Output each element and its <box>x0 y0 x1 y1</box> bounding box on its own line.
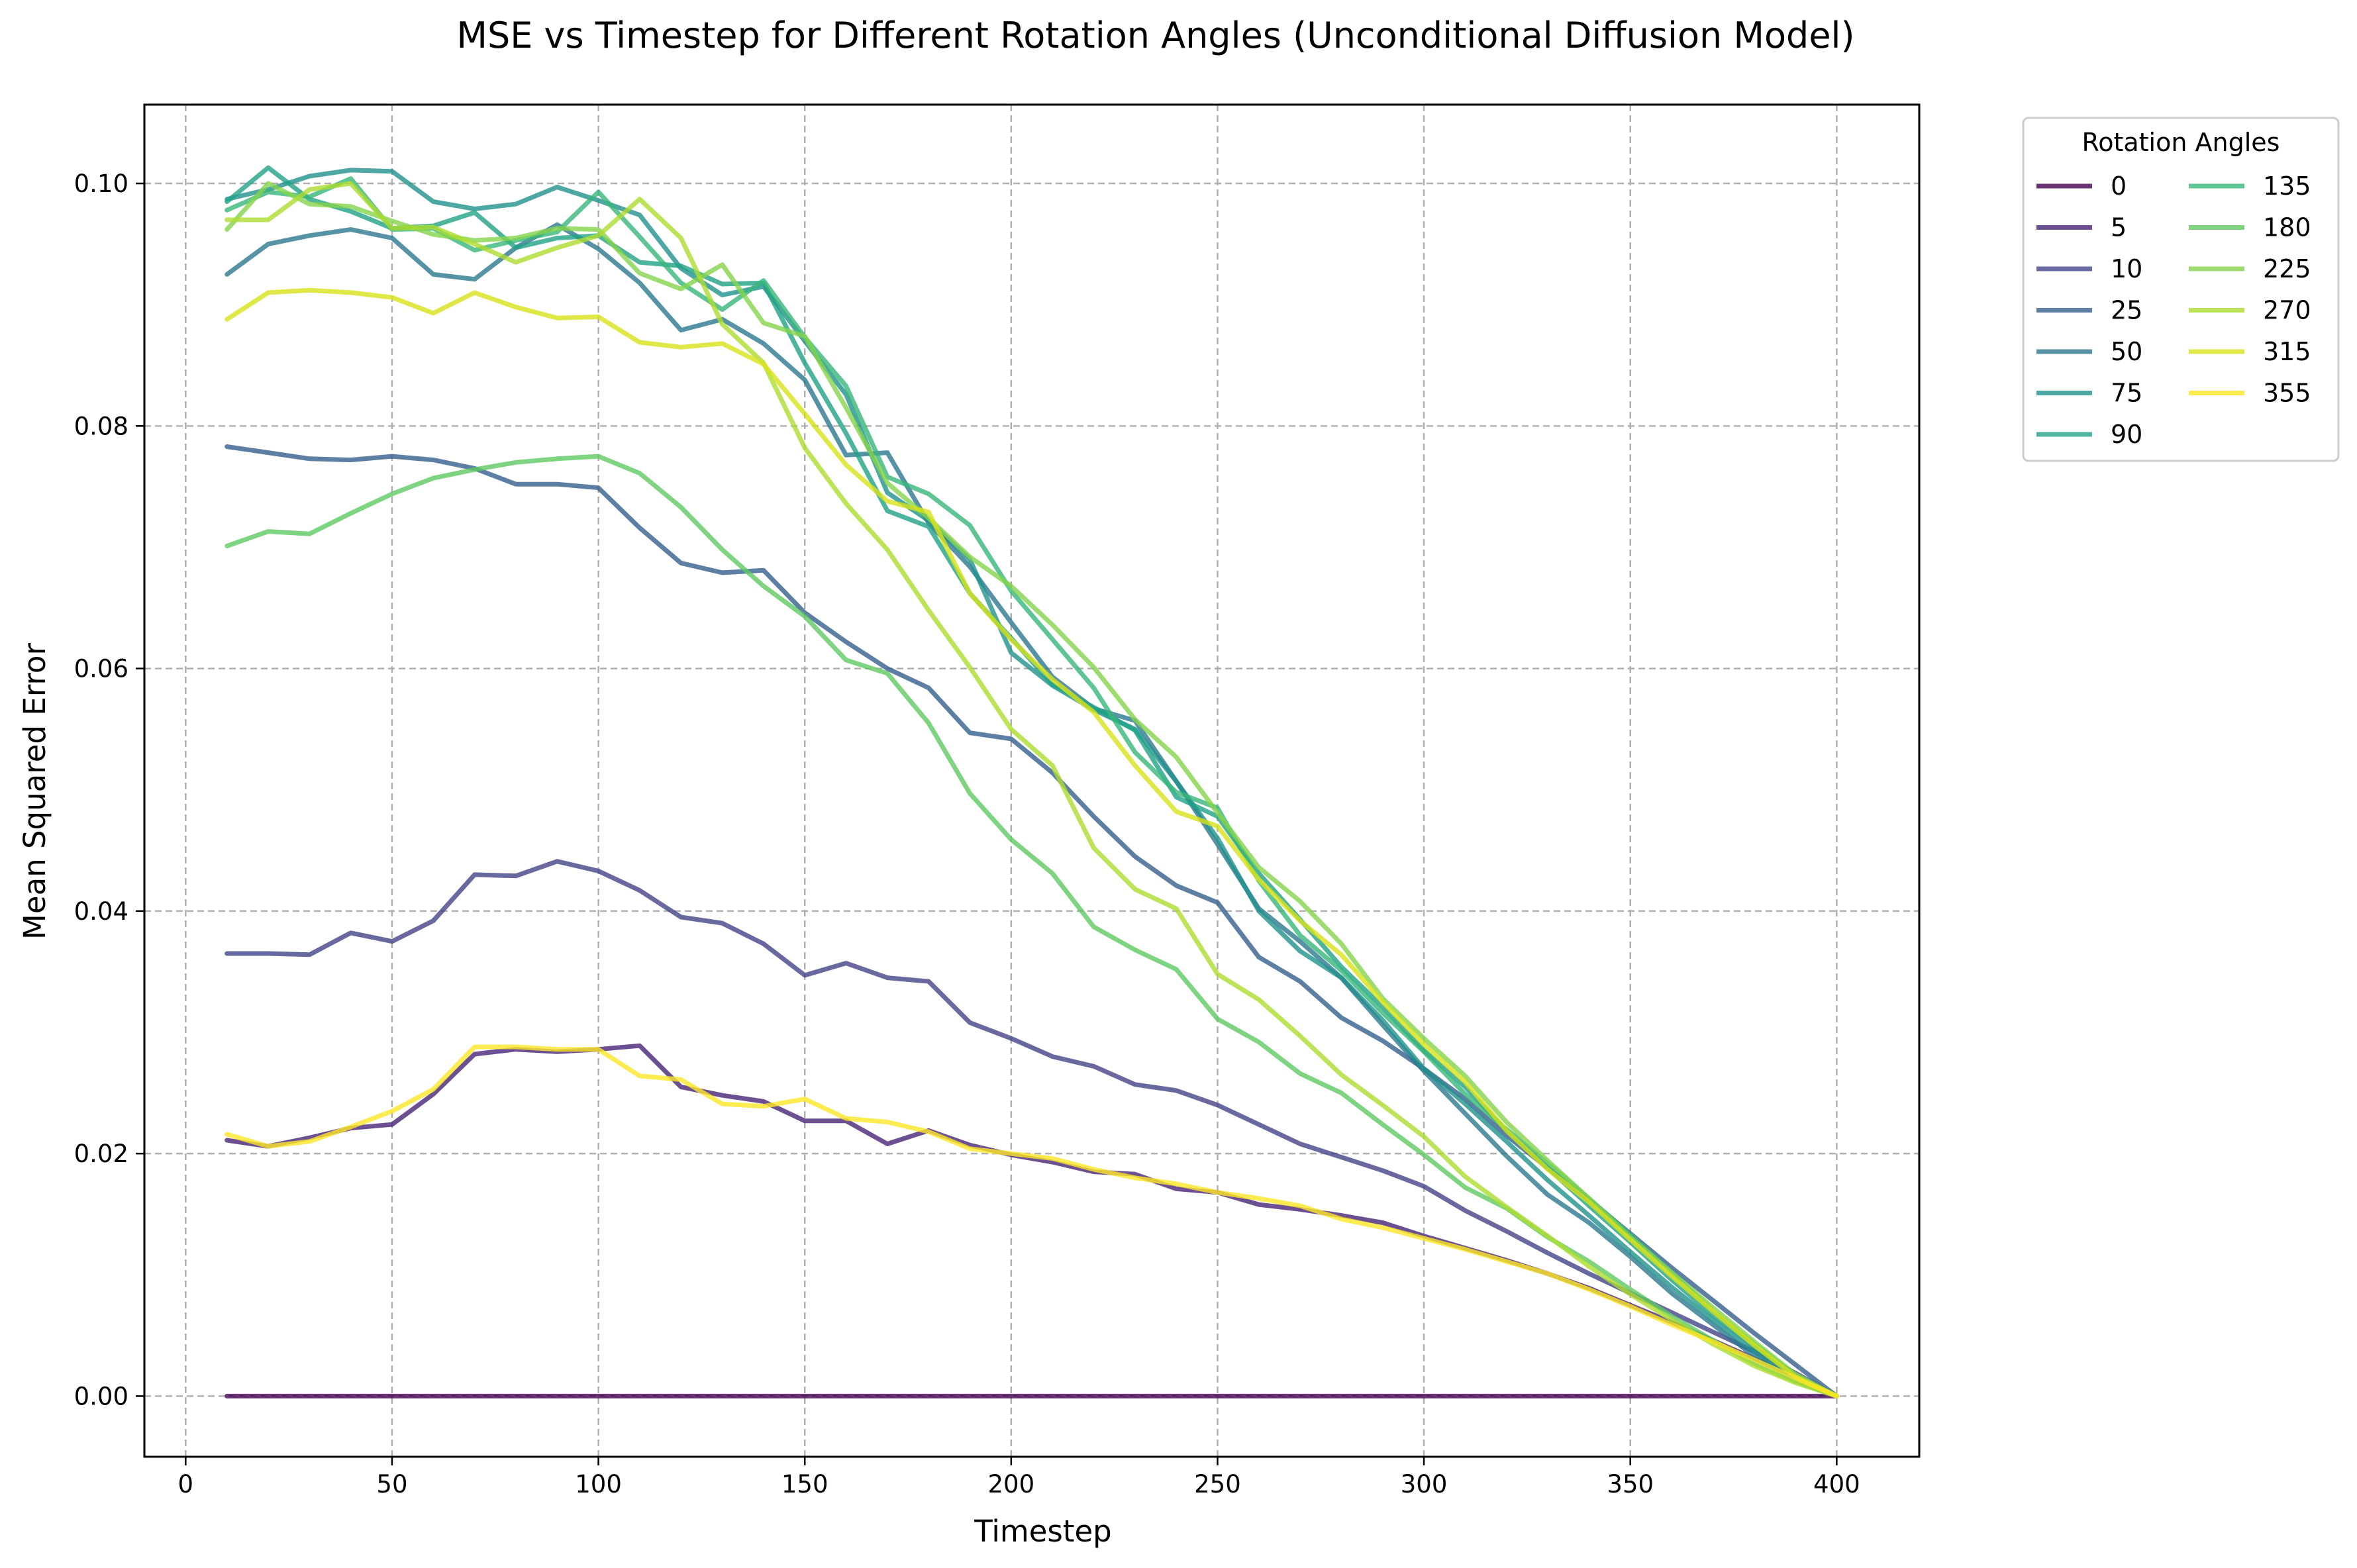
y-tick-label: 0.06 <box>74 655 128 683</box>
axis-ticks: 0 50 100 150 200 250 300 350 400 0.00 0.02 0.04 0.06… <box>74 170 1860 1498</box>
series-line-90 <box>225 165 1839 1398</box>
legend-label-0: 0 <box>2111 172 2127 201</box>
legend-label-135: 135 <box>2263 172 2311 201</box>
legend: Rotation Angles 0 5 10 25 50 75 90 135 180 225 270… <box>2022 117 2340 462</box>
legend-title: Rotation Angles <box>2082 128 2280 157</box>
series-line-315 <box>225 287 1839 1398</box>
series-line-225 <box>225 181 1839 1398</box>
x-tick-label: 200 <box>988 1470 1035 1498</box>
x-axis-title: Timestep <box>974 1514 1111 1549</box>
y-tick-label: 0.00 <box>74 1382 128 1410</box>
series-line-10 <box>225 859 1839 1398</box>
series-line-270 <box>225 181 1839 1398</box>
x-tick-label: 400 <box>1813 1470 1860 1498</box>
series-line-50 <box>225 222 1839 1398</box>
plot-area-frame <box>143 103 1921 1458</box>
legend-label-90: 90 <box>2111 420 2142 449</box>
y-tick-label: 0.04 <box>74 897 128 926</box>
legend-label-315: 315 <box>2263 337 2311 366</box>
x-tick-label: 300 <box>1401 1470 1448 1498</box>
legend-items: 0 5 10 25 50 75 90 135 180 225 270 315 355 <box>2036 172 2311 449</box>
x-tick-label: 350 <box>1607 1470 1654 1498</box>
legend-label-25: 25 <box>2111 296 2142 325</box>
series-lines <box>225 165 1839 1398</box>
chart-title: MSE vs Timestep for Different Rotation A… <box>456 15 1854 56</box>
series-line-75 <box>225 168 1839 1398</box>
y-tick-label: 0.08 <box>74 412 128 440</box>
series-line-355 <box>225 1044 1839 1398</box>
series-line-180 <box>225 454 1839 1398</box>
legend-label-5: 5 <box>2111 213 2127 242</box>
x-tick-label: 250 <box>1194 1470 1241 1498</box>
legend-label-225: 225 <box>2263 254 2311 283</box>
y-tick-label: 0.10 <box>74 170 128 198</box>
x-tick-label: 0 <box>178 1470 194 1498</box>
legend-frame <box>2022 117 2340 462</box>
x-tick-label: 150 <box>781 1470 828 1498</box>
legend-label-10: 10 <box>2111 254 2142 283</box>
legend-label-355: 355 <box>2263 379 2311 408</box>
legend-label-50: 50 <box>2111 337 2142 366</box>
legend-label-270: 270 <box>2263 296 2311 325</box>
x-tick-label: 50 <box>376 1470 407 1498</box>
series-line-25 <box>225 444 1839 1398</box>
y-tick-label: 0.02 <box>74 1140 128 1168</box>
legend-label-75: 75 <box>2111 379 2142 408</box>
legend-label-180: 180 <box>2263 213 2311 242</box>
x-tick-label: 100 <box>575 1470 622 1498</box>
y-axis-title: Mean Squared Error <box>17 643 52 940</box>
